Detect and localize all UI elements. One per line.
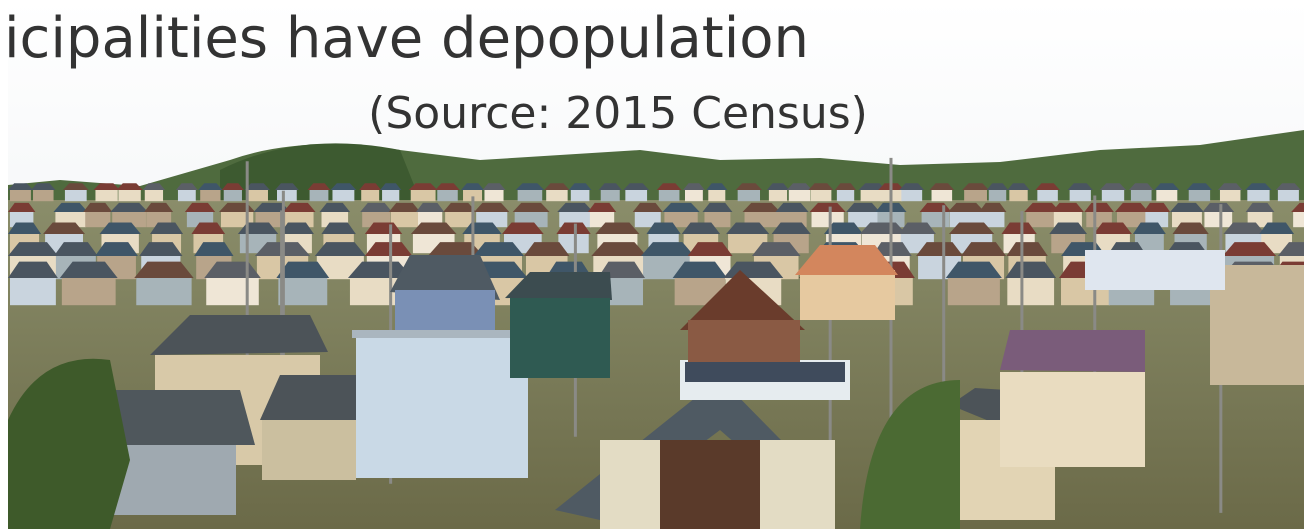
house	[145, 190, 163, 201]
house	[685, 190, 703, 201]
gable	[660, 440, 760, 529]
house	[769, 190, 787, 201]
house	[1156, 190, 1177, 201]
source-note: (Source: 2015 Census)	[368, 88, 868, 139]
house	[546, 190, 567, 201]
house	[310, 190, 329, 201]
house	[510, 298, 610, 378]
roof	[352, 330, 532, 338]
house	[948, 278, 1000, 305]
house	[1220, 190, 1240, 201]
house	[277, 190, 297, 201]
house	[118, 190, 140, 201]
house	[10, 278, 56, 305]
house	[1070, 190, 1091, 201]
house	[1037, 190, 1057, 201]
house	[1293, 212, 1304, 227]
house	[278, 278, 327, 305]
house	[178, 190, 196, 201]
house	[1189, 190, 1210, 201]
house	[382, 190, 399, 201]
house	[65, 190, 87, 201]
house	[1278, 190, 1299, 201]
house	[411, 190, 436, 201]
house	[800, 270, 895, 320]
house	[1131, 190, 1152, 201]
house	[62, 278, 116, 305]
house	[601, 190, 620, 201]
roof	[1000, 330, 1145, 372]
house	[85, 212, 110, 227]
house	[932, 190, 953, 201]
house	[1007, 278, 1054, 305]
house	[206, 278, 259, 305]
heading: icipalities have depopulation	[4, 6, 809, 71]
house	[659, 190, 680, 201]
house	[1009, 190, 1027, 201]
house	[789, 190, 810, 201]
house	[989, 190, 1006, 201]
house	[1026, 212, 1058, 227]
house	[518, 190, 543, 201]
house	[361, 190, 379, 201]
house	[200, 190, 220, 201]
house	[964, 190, 987, 201]
house	[810, 190, 831, 201]
house	[1102, 190, 1124, 201]
house	[1204, 212, 1232, 227]
house	[136, 278, 191, 305]
house	[1000, 372, 1145, 467]
house	[95, 190, 117, 201]
house	[901, 190, 922, 201]
house	[708, 190, 725, 201]
house	[484, 190, 503, 201]
house	[262, 420, 356, 480]
house	[10, 190, 31, 201]
house	[224, 190, 242, 201]
slide: icipalities have depopulation (Source: 2…	[0, 0, 1304, 529]
house	[738, 190, 760, 201]
house	[571, 190, 590, 201]
house	[247, 190, 268, 201]
house	[332, 190, 354, 201]
house	[356, 333, 528, 478]
house	[1247, 190, 1269, 201]
house	[688, 320, 800, 362]
house	[1085, 250, 1225, 290]
left-edge	[0, 0, 8, 529]
house	[437, 190, 457, 201]
solar-panel	[685, 362, 845, 382]
house	[625, 190, 647, 201]
house	[395, 290, 495, 330]
house	[837, 190, 854, 201]
house	[33, 190, 54, 201]
page: icipalities have depopulation (Source: 2…	[0, 0, 1304, 529]
